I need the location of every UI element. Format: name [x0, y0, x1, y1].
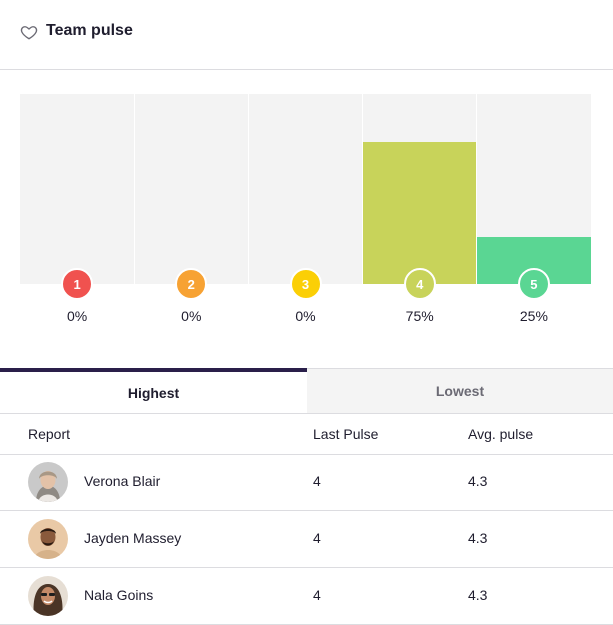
chart-column-divider	[247, 94, 249, 284]
report-name[interactable]: Nala Goins	[84, 587, 154, 603]
chart-column-divider	[476, 94, 478, 284]
chart-column-bg	[134, 94, 249, 284]
last-pulse-value: 4	[313, 530, 321, 546]
pulse-chart	[20, 94, 591, 284]
avatar	[28, 519, 68, 559]
pulse-score-badge-2: 2	[175, 268, 208, 300]
heart-icon[interactable]	[20, 23, 38, 41]
avg-pulse-value: 4.3	[468, 473, 488, 489]
pulse-score-badge-1: 1	[61, 268, 94, 300]
header: Team pulse	[0, 0, 613, 70]
pulse-score-percent-2: 0%	[181, 308, 202, 324]
avg-pulse-value: 4.3	[468, 530, 488, 546]
pulse-score-badge-4: 4	[403, 268, 436, 300]
table-row[interactable]: Nala Goins 4 4.3	[0, 568, 613, 625]
tab-bar: Highest Lowest	[0, 368, 613, 414]
tab-lowest[interactable]: Lowest	[307, 368, 613, 413]
pulse-score-percent-4: 75%	[405, 308, 434, 324]
pulse-score-badge-5: 5	[517, 268, 550, 300]
tab-highest[interactable]: Highest	[0, 368, 307, 413]
pulse-score-badge-3: 3	[289, 268, 322, 300]
avg-pulse-value: 4.3	[468, 587, 488, 603]
table-row[interactable]: Verona Blair 4 4.3	[0, 454, 613, 511]
chart-column-bg	[248, 94, 363, 284]
chart-bar-4[interactable]	[362, 141, 477, 284]
last-pulse-value: 4	[313, 473, 321, 489]
table-header: Report Last Pulse Avg. pulse	[0, 414, 613, 455]
report-name[interactable]: Verona Blair	[84, 473, 161, 489]
page-title: Team pulse	[46, 22, 133, 39]
pulse-score-percent-1: 0%	[66, 308, 88, 324]
last-pulse-value: 4	[313, 587, 321, 603]
chart-column-divider	[133, 94, 135, 284]
column-header-last-pulse[interactable]: Last Pulse	[313, 426, 379, 442]
column-header-avg-pulse[interactable]: Avg. pulse	[468, 426, 534, 442]
column-header-report: Report	[28, 426, 71, 442]
table-row[interactable]: Jayden Massey 4 4.3	[0, 511, 613, 568]
avatar	[28, 462, 68, 502]
pulse-score-percent-3: 0%	[295, 308, 316, 324]
chart-column-divider	[362, 94, 364, 284]
report-name[interactable]: Jayden Massey	[84, 530, 182, 546]
pulse-score-percent-5: 25%	[519, 308, 548, 324]
chart-column-bg	[20, 94, 135, 284]
avatar	[28, 576, 68, 616]
